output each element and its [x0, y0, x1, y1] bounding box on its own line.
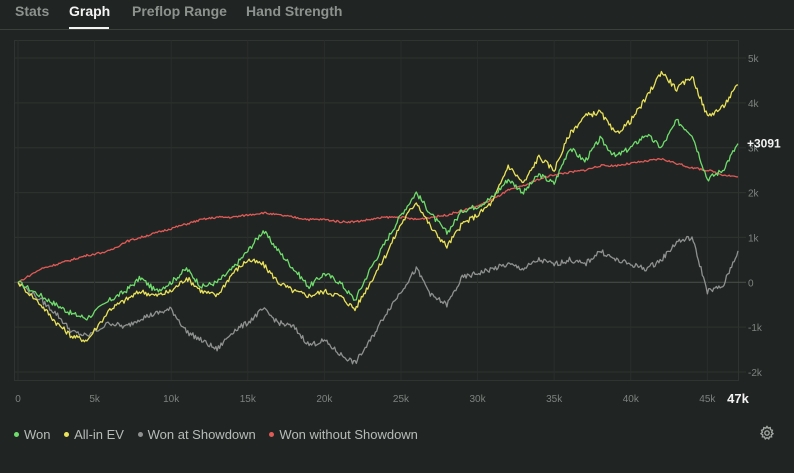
- y-tick-label: -1k: [748, 323, 763, 334]
- chart-canvas: 5k 4k 3k 2k 1k 0 -1k -2k 0 5k 10k 15k 20k 25k 30k 35k 40…: [14, 40, 781, 406]
- active-tab-indicator: [69, 27, 109, 29]
- series-line-all-in-ev: [17, 70, 739, 343]
- tab-hand-strength[interactable]: Hand Strength: [246, 3, 343, 19]
- legend-marker: [137, 432, 143, 438]
- x-tick-label: 0: [15, 394, 21, 405]
- y-tick-label: -2k: [748, 368, 763, 379]
- y-tick-label: 1k: [748, 233, 760, 244]
- legend-marker: [64, 432, 70, 438]
- series-line-won: [17, 118, 739, 321]
- series-line-won-at-showdown: [17, 235, 739, 365]
- legend-item-won[interactable]: Won: [14, 427, 51, 442]
- y-tick-label: 0: [748, 278, 754, 289]
- series-line-won-without-showdown: [17, 157, 738, 283]
- legend-marker: [269, 432, 275, 438]
- tab-bar: Stats Graph Preflop Range Hand Strength: [0, 0, 794, 30]
- tab-graph[interactable]: Graph: [69, 3, 111, 19]
- legend-item-all-in-ev[interactable]: All-in EV: [64, 427, 124, 442]
- x-tick-label: 20k: [316, 394, 333, 405]
- legend-label: Won without Showdown: [279, 427, 418, 442]
- y-tick-label: 2k: [748, 189, 760, 200]
- tab-stats[interactable]: Stats: [15, 3, 50, 19]
- legend-label: Won at Showdown: [147, 427, 256, 442]
- x-tick-label: 25k: [393, 394, 410, 405]
- legend-item-won-without-showdown[interactable]: Won without Showdown: [269, 427, 418, 442]
- legend-marker: [14, 432, 19, 438]
- y-tick-label: 5k: [748, 54, 760, 65]
- x-tick-label: 10k: [163, 394, 180, 405]
- x-tick-label: 35k: [546, 394, 563, 405]
- tab-preflop-range[interactable]: Preflop Range: [132, 3, 227, 19]
- y-tick-label: 4k: [748, 99, 760, 110]
- winnings-graph: 5k 4k 3k 2k 1k 0 -1k -2k 0 5k 10k 15k 20k 25k 30k 35k 40…: [0, 30, 794, 410]
- x-tick-label: 45k: [699, 394, 716, 405]
- gear-icon[interactable]: [759, 425, 775, 441]
- x-tick-label: 5k: [89, 394, 101, 405]
- x-tick-label: 30k: [470, 394, 487, 405]
- legend-label: All-in EV: [74, 427, 124, 442]
- legend-item-won-at-showdown[interactable]: Won at Showdown: [137, 427, 256, 442]
- x-max-label: 47k: [727, 391, 749, 406]
- chart-legend: Won All-in EV Won at Showdown Won withou…: [14, 427, 428, 442]
- x-tick-label: 40k: [623, 394, 640, 405]
- end-value-label: +3091: [747, 137, 781, 151]
- plot-frame: [14, 40, 739, 381]
- y-tick-label: 3k: [748, 144, 760, 155]
- x-tick-label: 15k: [240, 394, 257, 405]
- legend-label: Won: [24, 427, 51, 442]
